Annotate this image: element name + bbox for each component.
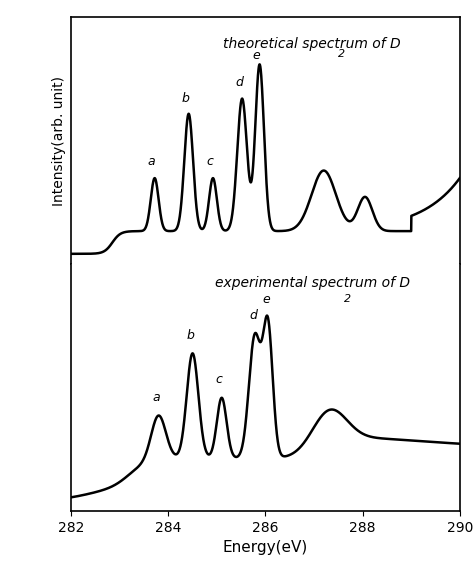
- Text: c: c: [206, 155, 213, 168]
- Text: a: a: [153, 391, 160, 404]
- Text: 2: 2: [337, 49, 345, 59]
- Text: e: e: [262, 293, 270, 306]
- Text: c: c: [216, 373, 223, 386]
- Text: experimental spectrum of D: experimental spectrum of D: [215, 277, 410, 290]
- X-axis label: Energy(eV): Energy(eV): [223, 541, 308, 556]
- Text: theoretical spectrum of D: theoretical spectrum of D: [223, 37, 401, 51]
- Text: e: e: [252, 49, 260, 62]
- Y-axis label: Intensity(arb. unit): Intensity(arb. unit): [52, 76, 65, 206]
- Text: b: b: [182, 92, 190, 105]
- Text: 2: 2: [344, 294, 351, 304]
- Text: b: b: [187, 329, 195, 342]
- Text: a: a: [148, 155, 155, 168]
- Text: d: d: [250, 308, 258, 321]
- Text: d: d: [235, 76, 243, 89]
